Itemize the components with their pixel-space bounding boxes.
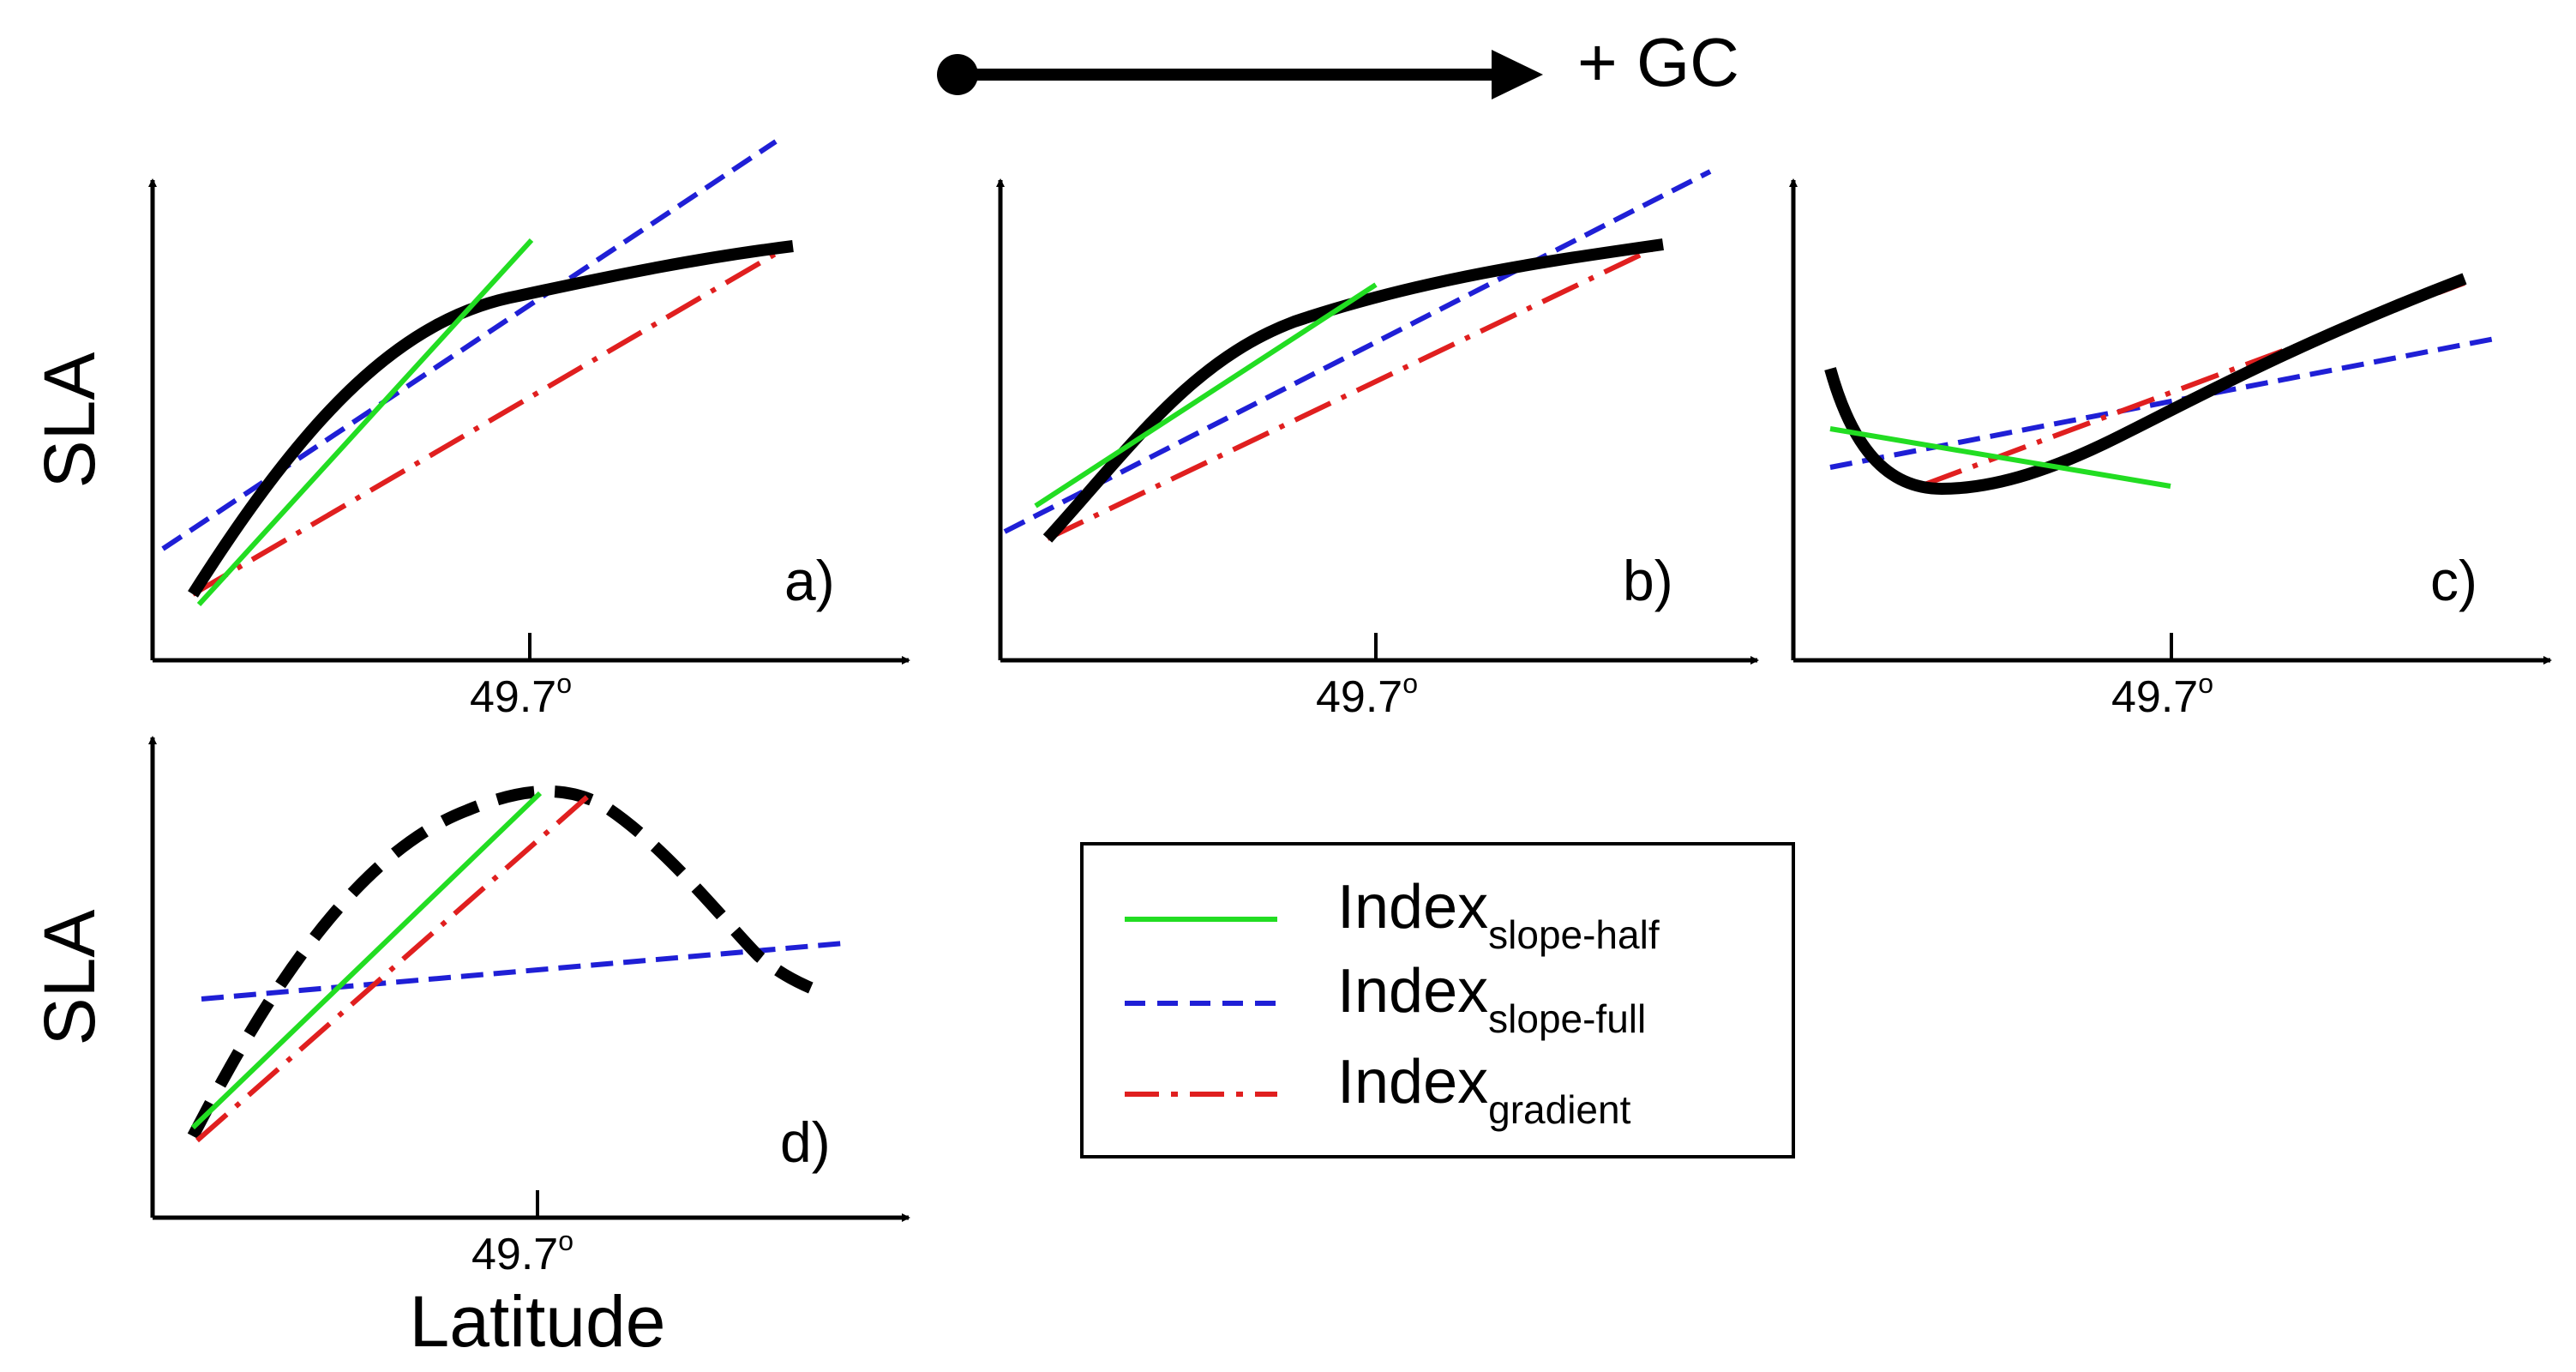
gradient-line — [191, 246, 786, 597]
legend-box — [1080, 842, 1795, 1158]
legend-text: Indexslope-full — [1337, 957, 1646, 1041]
y-axis-label: SLA — [29, 352, 110, 489]
direction-indicator: + GC — [937, 24, 1739, 100]
slope-half-line — [1829, 426, 2171, 489]
direction-label: + GC — [1577, 24, 1739, 100]
legend-item-slope-half: Indexslope-half — [1125, 873, 1660, 957]
sla-curve — [1042, 238, 1664, 543]
slope-half-line — [196, 238, 534, 607]
panel-label-a: a) — [784, 549, 835, 612]
slope-full-line — [161, 139, 778, 551]
tick-label: 49.7o — [1316, 668, 1418, 722]
panel-label-b: b) — [1623, 549, 1673, 612]
legend: Indexslope-half Indexslope-full Indexgra… — [1080, 842, 1795, 1158]
legend-text: Indexslope-half — [1337, 873, 1660, 957]
panel-label-d: d) — [780, 1110, 831, 1174]
legend-text: Indexgradient — [1337, 1048, 1631, 1132]
slope-full-line — [1003, 169, 1712, 534]
panel-d: 49.7o SLA Latitude d) — [29, 736, 910, 1362]
gradient-line — [1046, 244, 1660, 541]
sla-curve — [188, 240, 794, 598]
panel-a: 49.7o SLA a) — [29, 139, 910, 722]
slope-full-line — [201, 941, 845, 1002]
x-axis-label: Latitude — [410, 1281, 666, 1362]
y-axis-label: SLA — [29, 910, 110, 1046]
sla-curve-dashed — [187, 785, 830, 1140]
tick-label: 49.7o — [470, 668, 572, 722]
panel-b: 49.7o b) — [996, 169, 1759, 722]
legend-item-slope-full: Indexslope-full — [1125, 957, 1646, 1041]
panel-label-c: c) — [2430, 549, 2477, 612]
sla-curve — [1824, 273, 2467, 496]
legend-item-gradient: Indexgradient — [1125, 1048, 1631, 1132]
slope-half-line — [190, 791, 543, 1130]
direction-arrowhead — [1492, 50, 1543, 99]
tick-label: 49.7o — [2111, 668, 2213, 722]
slope-half-line — [1034, 282, 1378, 508]
gradient-line — [195, 791, 593, 1143]
tick-label: 49.7o — [471, 1225, 573, 1279]
panel-c: 49.7o c) — [1789, 178, 2552, 722]
